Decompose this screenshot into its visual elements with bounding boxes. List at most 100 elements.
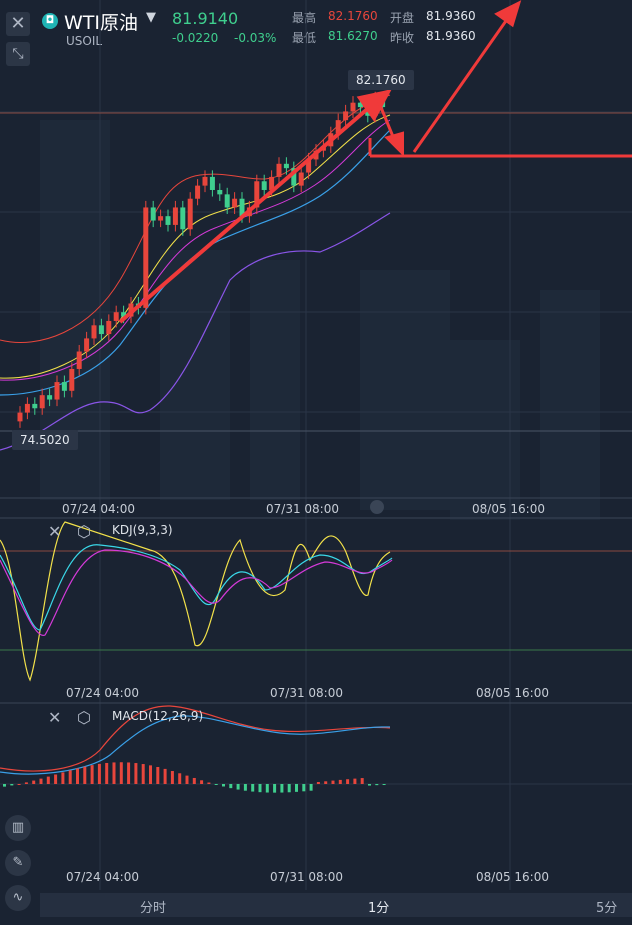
macd-bar — [222, 784, 225, 787]
macd-bar — [119, 762, 123, 784]
high-label: 最高 — [292, 11, 317, 25]
macd-bar — [105, 762, 109, 784]
candle-body — [195, 185, 201, 199]
macd-bar — [83, 766, 87, 784]
macd-bar — [149, 765, 152, 784]
macd-bar — [324, 781, 328, 784]
low-value: 81.6270 — [328, 29, 378, 43]
symbol-name[interactable]: WTI原油 — [64, 12, 138, 34]
crosshair-handle[interactable] — [370, 500, 384, 514]
macd-bar — [46, 776, 50, 784]
macd-bar — [156, 767, 160, 784]
candle-body — [172, 207, 178, 225]
annotation-arrows — [118, 0, 632, 324]
collapse-icon[interactable]: ⤡ — [6, 42, 30, 66]
low-label: 最低 — [292, 31, 317, 45]
candle-body — [76, 351, 82, 369]
candle-body — [143, 207, 149, 308]
macd-bar — [39, 778, 43, 784]
macd-bar — [178, 773, 182, 784]
price-change-pct: -0.03% — [234, 31, 277, 45]
candle-body — [343, 111, 349, 121]
timeframe-tick[interactable]: 分时 — [140, 901, 167, 916]
macd-bar — [24, 782, 28, 784]
macd-bar — [368, 784, 371, 786]
timeframe-1m[interactable]: 1分 — [368, 901, 390, 916]
candle-body — [202, 176, 208, 186]
price-change: -0.0220 — [172, 31, 219, 45]
macd-bar — [170, 771, 174, 784]
high-price-tag: 82.1760 — [348, 70, 414, 90]
symbol-icon: ◘ — [42, 13, 58, 29]
indicator-icon[interactable]: ∿ — [5, 885, 31, 911]
settings-icon[interactable]: ⬡ — [77, 522, 91, 541]
candle-body — [254, 181, 260, 208]
macd-bar — [127, 762, 131, 784]
timeframe-5m[interactable]: 5分 — [596, 901, 618, 916]
time-label: 07/24 04:00 — [66, 870, 139, 884]
chevron-down-icon[interactable]: ▼ — [146, 10, 156, 25]
candle-body — [187, 198, 193, 230]
candle-body — [61, 382, 67, 391]
macd-bar — [382, 784, 386, 785]
time-label: 08/05 16:00 — [476, 870, 549, 884]
time-label: 07/31 08:00 — [266, 502, 339, 516]
low-price-tag: 74.5020 — [12, 430, 78, 450]
prev-close-value: 81.9360 — [426, 29, 476, 43]
candle-body — [217, 189, 223, 195]
open-value: 81.9360 — [426, 9, 476, 23]
macd-bar — [10, 784, 14, 786]
candle-body — [47, 395, 53, 400]
close-button[interactable]: ✕ — [6, 12, 30, 36]
candle-body — [209, 176, 215, 190]
macd-histogram — [3, 762, 386, 793]
candle-body — [276, 163, 282, 177]
candle-body — [32, 403, 38, 409]
macd-bar — [185, 775, 189, 784]
candle-body — [106, 320, 112, 335]
macd-bar — [3, 784, 6, 787]
candle-body — [335, 120, 341, 134]
macd-bar — [90, 765, 94, 784]
candle-body — [98, 325, 104, 335]
macd-bar — [360, 778, 364, 784]
candle-body — [269, 176, 275, 190]
candle-body — [306, 159, 312, 173]
time-label: 07/24 04:00 — [66, 686, 139, 700]
macd-bar — [280, 784, 284, 793]
macd-bar — [32, 780, 36, 784]
settings-icon[interactable]: ⬡ — [77, 708, 91, 727]
close-indicator-icon[interactable]: ✕ — [48, 708, 62, 727]
macd-bar — [76, 768, 79, 784]
kdj-label: KDJ(9,3,3) — [112, 523, 173, 537]
macd-bar — [316, 782, 320, 784]
macd-bar — [375, 784, 379, 786]
candle-body — [224, 194, 230, 208]
candle-body — [150, 207, 156, 221]
macd-label: MACD(12,26,9) — [112, 709, 204, 723]
time-label: 07/24 04:00 — [62, 502, 135, 516]
candle-body — [291, 168, 297, 186]
candle-body — [121, 312, 127, 317]
macd-bar — [353, 778, 357, 784]
macd-bar — [309, 784, 313, 791]
time-label: 07/31 08:00 — [270, 870, 343, 884]
candle-body — [113, 312, 119, 321]
close-indicator-icon[interactable]: ✕ — [48, 522, 62, 541]
time-label: 08/05 16:00 — [472, 502, 545, 516]
draw-pen-icon[interactable]: ✎ — [5, 850, 31, 876]
prev-close-label: 昨收 — [390, 31, 415, 45]
time-label: 07/31 08:00 — [270, 686, 343, 700]
macd-bar — [302, 784, 306, 792]
macd-bar — [207, 782, 211, 784]
macd-bar — [134, 763, 138, 784]
macd-bar — [141, 764, 145, 784]
candle-body — [239, 198, 245, 217]
candle-body — [158, 216, 164, 221]
macd-bar — [163, 768, 167, 784]
candle-body — [54, 382, 60, 400]
macd-bar — [331, 780, 335, 784]
candle-type-icon[interactable]: ▥ — [5, 815, 31, 841]
macd-bar — [295, 784, 298, 792]
